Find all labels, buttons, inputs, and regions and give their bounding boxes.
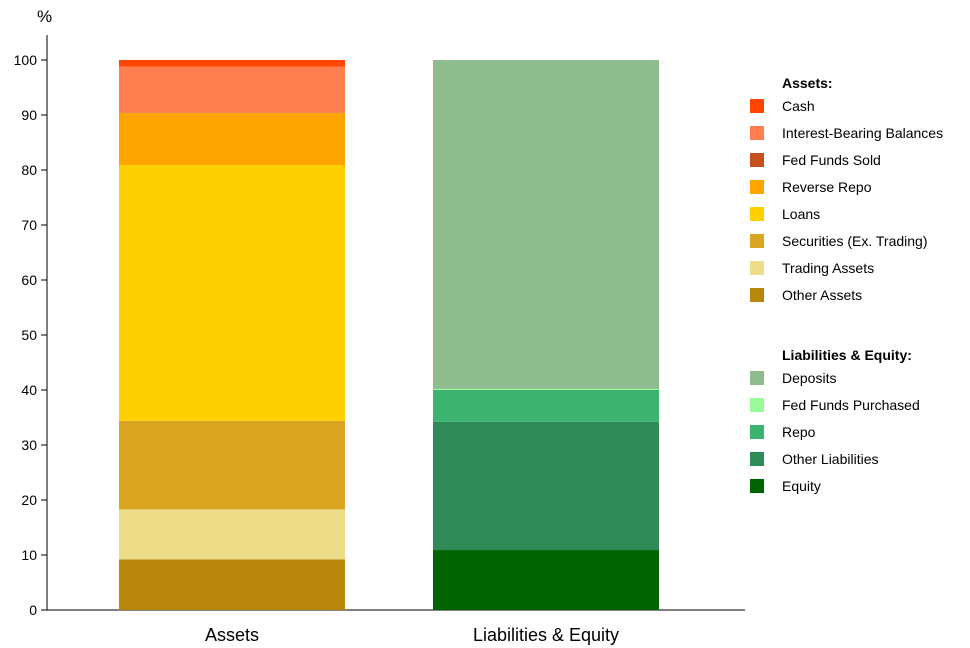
legend-item-fed-funds-sold: Fed Funds Sold bbox=[750, 152, 881, 168]
bar-segment-repo bbox=[433, 390, 659, 422]
legend-swatch bbox=[750, 371, 764, 385]
legend-swatch bbox=[750, 153, 764, 167]
legend-swatch bbox=[750, 398, 764, 412]
legend-swatch bbox=[750, 425, 764, 439]
y-tick-label: 80 bbox=[21, 162, 37, 178]
bar-segment-fed-funds-sold bbox=[119, 112, 345, 113]
y-tick-label: 70 bbox=[21, 217, 37, 233]
bar-segment-interest-bearing-balances bbox=[119, 66, 345, 113]
legend-swatch bbox=[750, 99, 764, 113]
legend-item-equity: Equity bbox=[750, 478, 821, 494]
legend-label: Deposits bbox=[782, 370, 836, 386]
legend-item-deposits: Deposits bbox=[750, 370, 836, 386]
bar-stack-assets bbox=[119, 60, 345, 610]
legend-label: Other Liabilities bbox=[782, 451, 879, 467]
legend-label: Repo bbox=[782, 424, 816, 440]
y-tick-label: 10 bbox=[21, 547, 37, 563]
legend-item-securities-ex-trading: Securities (Ex. Trading) bbox=[750, 233, 928, 249]
legend-item-interest-bearing-balances: Interest-Bearing Balances bbox=[750, 125, 943, 141]
legend-label: Loans bbox=[782, 206, 820, 222]
x-category-label: Liabilities & Equity bbox=[473, 625, 619, 645]
legend-label: Interest-Bearing Balances bbox=[782, 125, 943, 141]
axes: 0 10 20 30 40 50 60 70 80 90 100 bbox=[14, 35, 745, 618]
legend-swatch bbox=[750, 261, 764, 275]
y-tick-label: 40 bbox=[21, 382, 37, 398]
bars bbox=[119, 60, 659, 610]
legend-swatch bbox=[750, 234, 764, 248]
bar-segment-equity bbox=[433, 550, 659, 610]
legend-item-trading-assets: Trading Assets bbox=[750, 260, 874, 276]
legend-item-loans: Loans bbox=[750, 206, 820, 222]
legend-item-fed-funds-purchased: Fed Funds Purchased bbox=[750, 397, 920, 413]
y-tick-label: 30 bbox=[21, 437, 37, 453]
legend-item-other-liabilities: Other Liabilities bbox=[750, 451, 879, 467]
legend-swatch bbox=[750, 479, 764, 493]
legend-swatch bbox=[750, 288, 764, 302]
legend-label: Fed Funds Sold bbox=[782, 152, 881, 168]
legend-label: Fed Funds Purchased bbox=[782, 397, 920, 413]
legend-item-reverse-repo: Reverse Repo bbox=[750, 179, 872, 195]
bar-segment-loans bbox=[119, 165, 345, 421]
y-axis-unit-label: % bbox=[37, 7, 52, 26]
legend-item-other-assets: Other Assets bbox=[750, 287, 862, 303]
bar-segment-securities-ex-trading bbox=[119, 420, 345, 510]
y-tick-label: 100 bbox=[14, 52, 38, 68]
legend-swatch bbox=[750, 207, 764, 221]
legend: Assets: Cash Interest-Bearing Balances Fed … bbox=[750, 75, 943, 494]
bar-segment-other-liabilities bbox=[433, 421, 659, 551]
legend-item-repo: Repo bbox=[750, 424, 816, 440]
legend-swatch bbox=[750, 180, 764, 194]
bar-segment-reverse-repo bbox=[119, 112, 345, 166]
legend-group-title: Liabilities & Equity: bbox=[782, 347, 912, 363]
bar-segment-trading-assets bbox=[119, 509, 345, 560]
y-tick-label: 90 bbox=[21, 107, 37, 123]
legend-swatch bbox=[750, 126, 764, 140]
legend-label: Other Assets bbox=[782, 287, 862, 303]
legend-label: Reverse Repo bbox=[782, 179, 872, 195]
legend-group-title: Assets: bbox=[782, 75, 833, 91]
bar-segment-cash bbox=[119, 60, 345, 67]
legend-label: Trading Assets bbox=[782, 260, 874, 276]
x-axis-labels: Assets Liabilities & Equity bbox=[205, 625, 619, 645]
legend-item-cash: Cash bbox=[750, 98, 815, 114]
bar-segment-other-assets bbox=[119, 559, 345, 610]
legend-label: Equity bbox=[782, 478, 821, 494]
x-category-label: Assets bbox=[205, 625, 259, 645]
legend-swatch bbox=[750, 452, 764, 466]
bar-stack-liabilities-equity bbox=[433, 60, 659, 610]
bar-segment-deposits bbox=[433, 60, 659, 389]
y-tick-label: 0 bbox=[29, 602, 37, 618]
bar-segment-fed-funds-purchased bbox=[433, 388, 659, 390]
y-tick-label: 20 bbox=[21, 492, 37, 508]
y-tick-label: 60 bbox=[21, 272, 37, 288]
y-tick-label: 50 bbox=[21, 327, 37, 343]
legend-label: Cash bbox=[782, 98, 815, 114]
legend-label: Securities (Ex. Trading) bbox=[782, 233, 928, 249]
